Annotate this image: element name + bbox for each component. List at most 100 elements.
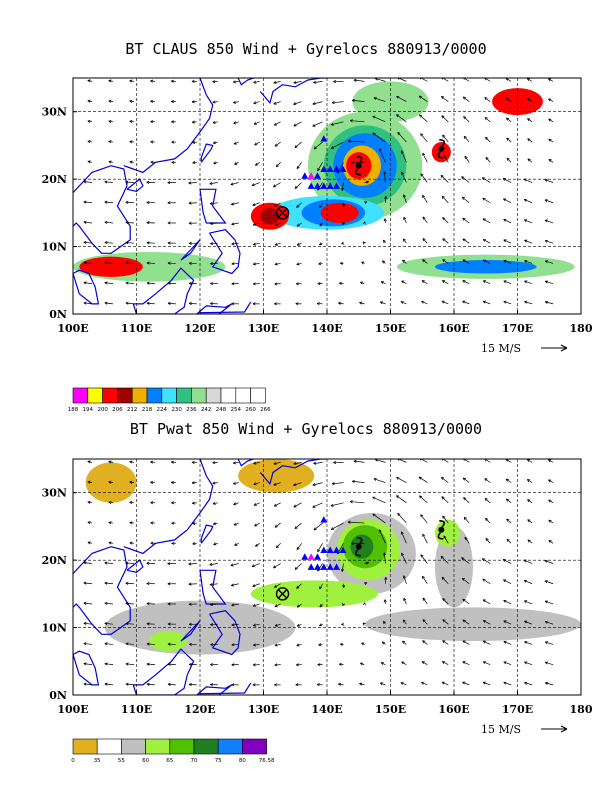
wind-vector-head — [463, 135, 467, 140]
wind-vector-head — [252, 683, 256, 687]
wind-vector-head — [210, 302, 214, 306]
wind-vector — [380, 301, 386, 305]
wind-vector — [83, 643, 93, 645]
wind-vector-head — [384, 577, 388, 580]
colorbar-label: 194 — [83, 407, 94, 413]
wind-vector-head — [108, 521, 112, 525]
wind-vector-head — [274, 584, 278, 588]
wind-vector — [548, 159, 554, 163]
wind-vector-head — [544, 559, 548, 563]
wind-vector — [442, 598, 449, 605]
wind-vector — [403, 597, 407, 605]
wind-vector — [338, 302, 344, 305]
wind-vector — [188, 563, 197, 565]
wind-vector — [317, 182, 323, 191]
wind-vector-head — [129, 160, 133, 164]
wind-vector-head — [441, 280, 446, 283]
wind-vector — [104, 562, 114, 564]
wind-vector — [420, 459, 428, 463]
wind-vector — [403, 575, 407, 584]
wind-vector-head — [462, 259, 466, 263]
wind-vector — [485, 137, 491, 143]
wind-vector-head — [213, 161, 217, 165]
wind-vector-head — [275, 164, 279, 168]
wind-vector-head — [544, 661, 549, 665]
colorbar-label: 80 — [239, 758, 246, 764]
wind-vector-head — [418, 95, 422, 99]
wind-vector-head — [396, 495, 400, 499]
wind-vector-head — [125, 581, 129, 585]
wind-vector-head — [526, 459, 531, 463]
wind-vector — [146, 302, 155, 305]
wind-vector-head — [544, 681, 549, 685]
colorbar-label: 76.58 — [259, 758, 275, 764]
wind-vector-head — [87, 119, 91, 123]
wind-vector — [125, 181, 134, 183]
colorbar-swatch — [169, 738, 195, 755]
wind-vector-head — [296, 262, 300, 266]
wind-vector-head — [108, 140, 112, 144]
wind-vector — [396, 476, 407, 483]
colorbar-swatch — [72, 738, 98, 755]
x-tick-label: 130E — [248, 703, 279, 716]
wind-vector-head — [544, 300, 549, 304]
colorbar-label: 212 — [127, 407, 138, 413]
wind-vector-head — [443, 535, 447, 539]
wind-vector — [275, 162, 281, 168]
wind-vector — [252, 222, 260, 226]
wind-vector — [104, 181, 114, 183]
wind-vector — [503, 661, 512, 665]
wind-vector — [524, 641, 533, 645]
wind-vector-head — [400, 531, 404, 535]
colorbar-label: 60 — [142, 758, 149, 764]
pwat-panel: BT Pwat 850 Wind + Gyrelocs 880913/0000 1… — [42, 420, 593, 764]
wind-vector — [401, 531, 407, 544]
typhoon-symbol-arms — [437, 139, 446, 159]
wind-vector — [544, 580, 554, 585]
wind-vector — [83, 602, 93, 605]
wind-vector-head — [442, 238, 446, 242]
wind-vector — [209, 202, 218, 205]
wind-vector-head — [312, 123, 316, 127]
wind-vector-head — [83, 682, 87, 686]
wind-vector — [527, 158, 533, 163]
wind-vector-head — [108, 541, 112, 545]
wind-vector — [402, 259, 407, 264]
wind-vector — [83, 241, 93, 244]
wind-vector-head — [548, 118, 552, 122]
wind-vector — [253, 502, 260, 506]
wind-vector-head — [146, 602, 150, 606]
wind-vector — [146, 262, 155, 264]
wind-vector-head — [192, 161, 196, 165]
wind-vector-head — [150, 160, 154, 164]
wind-vector — [462, 681, 470, 686]
wind-vector-head — [252, 302, 256, 306]
wind-vector-head — [503, 681, 507, 685]
wind-vector — [401, 661, 407, 665]
wind-vector — [524, 682, 533, 686]
wind-vector-head — [295, 683, 299, 687]
wind-vector — [313, 81, 323, 83]
wind-vector — [548, 479, 554, 483]
wind-vector-head — [274, 262, 278, 266]
triangle-marker — [333, 546, 341, 554]
wind-vector-head — [188, 181, 192, 185]
wind-vector — [274, 522, 281, 528]
wind-vector-head — [364, 582, 368, 585]
wind-vector — [230, 563, 239, 566]
wind-vector — [233, 502, 239, 505]
wind-vector-head — [167, 221, 171, 225]
wind-vector-head — [440, 174, 444, 179]
wind-vector-head — [104, 220, 108, 224]
wind-vector-head — [230, 583, 235, 587]
wind-vector — [254, 141, 260, 146]
wind-vector — [319, 583, 323, 590]
wind-vector-head — [485, 517, 489, 522]
map-area — [73, 78, 575, 314]
wind-vector-head — [360, 281, 364, 285]
triangle-marker — [320, 546, 328, 554]
wind-vector-head — [274, 663, 278, 667]
wind-vector-head — [544, 178, 548, 182]
wind-vector-head — [146, 561, 150, 565]
wind-vector — [545, 662, 554, 665]
